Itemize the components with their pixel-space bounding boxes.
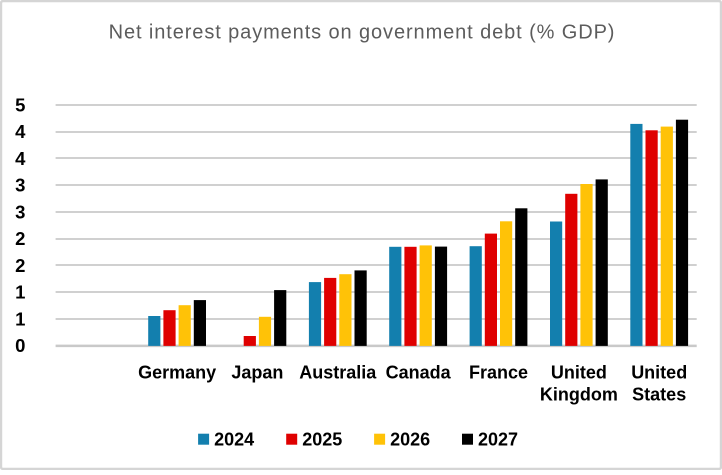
- svg-text:4: 4: [15, 121, 26, 142]
- svg-text:United: United: [631, 362, 687, 382]
- svg-text:4: 4: [15, 148, 26, 169]
- svg-text:United: United: [551, 362, 607, 382]
- svg-text:2024: 2024: [214, 430, 254, 450]
- svg-text:2026: 2026: [390, 430, 430, 450]
- svg-text:Canada: Canada: [386, 362, 452, 382]
- svg-text:2025: 2025: [302, 430, 342, 450]
- svg-text:5: 5: [15, 94, 25, 115]
- svg-text:2: 2: [15, 255, 25, 276]
- svg-text:Australia: Australia: [299, 362, 377, 382]
- svg-text:Kingdom: Kingdom: [540, 385, 618, 405]
- svg-text:2027: 2027: [478, 430, 518, 450]
- svg-text:States: States: [632, 385, 686, 405]
- svg-text:Net interest payments on gover: Net interest payments on government debt…: [109, 22, 616, 44]
- svg-text:Germany: Germany: [138, 362, 216, 382]
- svg-text:3: 3: [15, 175, 25, 196]
- svg-text:0: 0: [15, 335, 25, 356]
- svg-text:2: 2: [15, 228, 25, 249]
- svg-text:1: 1: [15, 308, 25, 329]
- svg-text:France: France: [469, 362, 528, 382]
- svg-text:1: 1: [15, 282, 25, 303]
- svg-text:3: 3: [15, 201, 25, 222]
- svg-text:Japan: Japan: [231, 362, 283, 382]
